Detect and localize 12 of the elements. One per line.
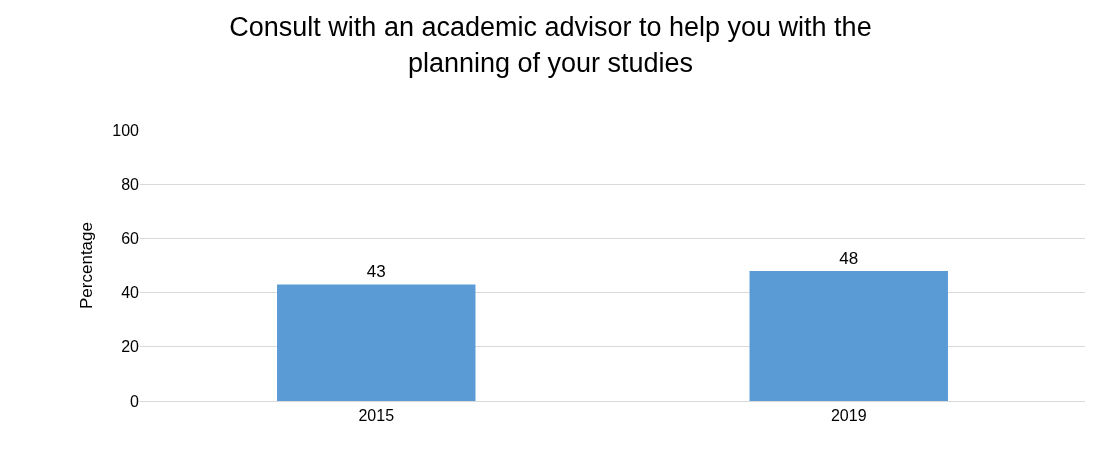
y-tick-label: 40 [121,284,140,302]
y-tick-label: 0 [130,392,140,410]
y-tick-label: 60 [121,230,140,247]
x-tick-label: 2015 [358,407,395,425]
data-label: 43 [366,262,386,282]
y-tick-label: 100 [112,121,140,139]
y-tick-label: 80 [121,175,140,193]
chart-title: Consult with an academic advisor to help you with the planning of your studies [229,12,872,78]
y-tick-label: 20 [121,338,140,356]
y-axis-title: Percentage [76,222,96,309]
data-label: 48 [839,248,859,268]
x-tick-label: 2019 [830,407,867,425]
